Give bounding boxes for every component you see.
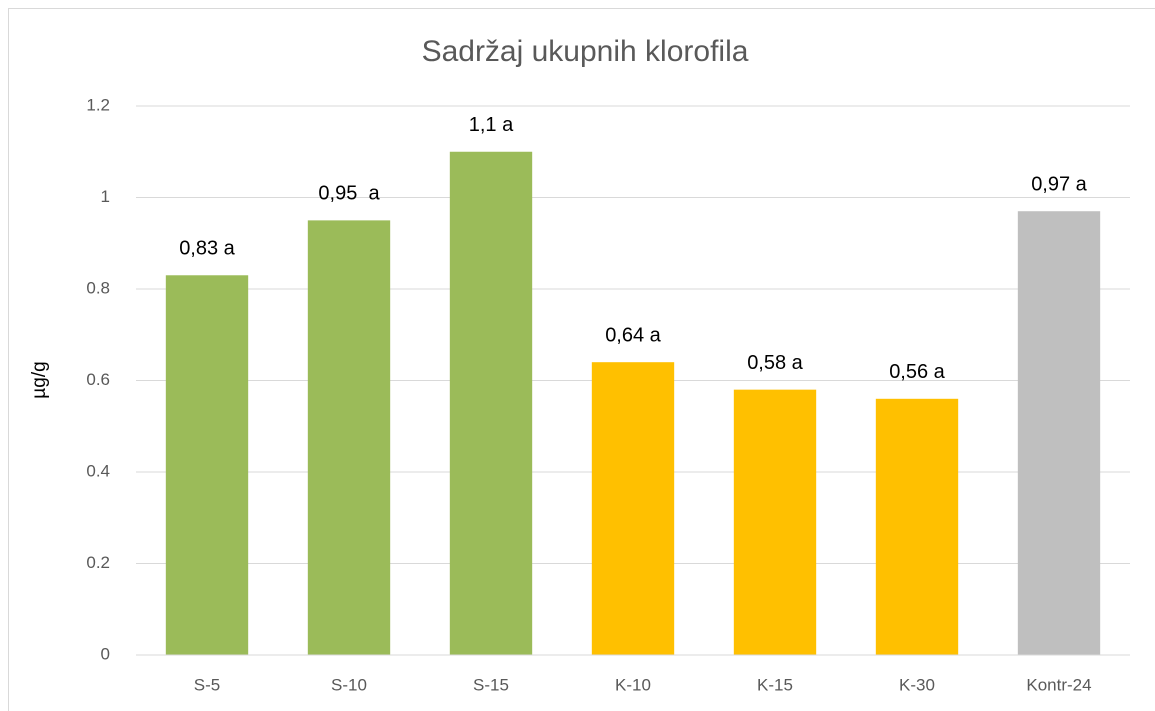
x-tick-label: Kontr-24 xyxy=(1026,675,1091,694)
value-label: 1,1 a xyxy=(469,114,514,136)
bar xyxy=(449,151,533,655)
value-label: 0,97 a xyxy=(1031,174,1087,196)
x-tick-label: K-10 xyxy=(615,675,651,694)
x-tick-label: S-5 xyxy=(194,675,220,694)
bar xyxy=(1017,211,1101,655)
x-tick-label: K-15 xyxy=(757,675,793,694)
chart-title: Sadržaj ukupnih klorofila xyxy=(422,35,749,68)
y-axis-label: µg/g xyxy=(29,361,50,398)
chart-border xyxy=(8,8,1155,711)
y-tick-label: 0.6 xyxy=(86,370,110,389)
y-tick-label: 1.2 xyxy=(86,95,110,114)
bar xyxy=(307,220,391,655)
x-tick-label: S-10 xyxy=(331,675,367,694)
y-tick-label: 0.4 xyxy=(86,461,110,480)
bar xyxy=(875,398,959,655)
bar xyxy=(733,389,817,655)
y-tick-label: 0 xyxy=(101,644,110,663)
y-tick-label: 1 xyxy=(101,187,110,206)
bar xyxy=(591,362,675,655)
y-tick-label: 0.8 xyxy=(86,278,110,297)
value-label: 0,95 a xyxy=(318,183,380,205)
bar xyxy=(165,275,249,655)
value-label: 0,56 a xyxy=(889,361,945,383)
x-tick-label: K-30 xyxy=(899,675,935,694)
value-label: 0,83 a xyxy=(179,238,235,260)
y-tick-label: 0.2 xyxy=(86,553,110,572)
value-label: 0,58 a xyxy=(747,352,803,374)
x-tick-label: S-15 xyxy=(473,675,509,694)
value-label: 0,64 a xyxy=(605,324,661,346)
